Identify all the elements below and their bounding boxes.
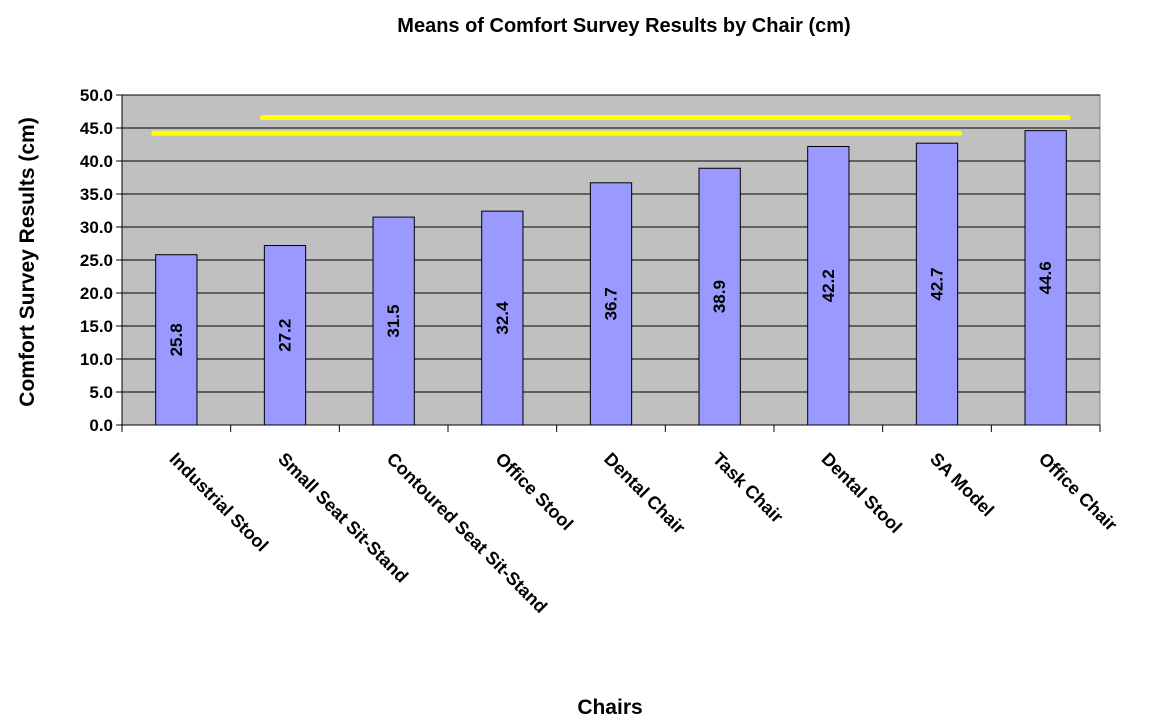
data-label: 38.9 <box>710 280 729 313</box>
x-axis-title: Chairs <box>577 696 642 719</box>
data-label: 31.5 <box>384 305 403 338</box>
data-label: 25.8 <box>167 323 186 356</box>
bar <box>155 254 198 426</box>
bar <box>372 216 415 426</box>
y-tick-label: 5.0 <box>89 383 113 402</box>
bar <box>481 210 524 426</box>
data-label: 42.2 <box>819 269 838 302</box>
bar <box>807 145 850 426</box>
y-tick-label: 10.0 <box>80 350 113 369</box>
x-category-label: Office Chair <box>1035 449 1121 535</box>
y-tick-label: 0.0 <box>89 416 113 435</box>
data-label: 44.6 <box>1036 261 1055 294</box>
y-tick-label: 20.0 <box>80 284 113 303</box>
x-category-label: Dental Stool <box>818 449 906 537</box>
bar <box>1024 130 1067 426</box>
x-category-label: Dental Chair <box>600 449 689 538</box>
chart-title: Means of Comfort Survey Results by Chair… <box>397 15 850 37</box>
x-category-label: Office Stool <box>492 449 578 535</box>
y-tick-label: 30.0 <box>80 218 113 237</box>
bar <box>263 244 307 426</box>
y-tick-label: 25.0 <box>80 251 113 270</box>
y-tick-label: 35.0 <box>80 185 113 204</box>
x-category-label: Task Chair <box>709 449 787 527</box>
data-label: 42.7 <box>928 268 947 301</box>
y-tick-label: 15.0 <box>80 317 113 336</box>
y-tick-label: 40.0 <box>80 152 113 171</box>
x-category-label: Industrial Stool <box>166 449 273 556</box>
data-label: 27.2 <box>276 319 295 352</box>
y-tick-label: 50.0 <box>80 86 113 105</box>
y-axis-title: Comfort Survey Results (cm) <box>16 117 39 406</box>
bar <box>589 182 633 426</box>
data-label: 32.4 <box>493 301 512 335</box>
bar <box>915 142 959 426</box>
bar <box>698 167 741 426</box>
plot-area: 0.0 5.0 10.0 15.0 20.0 25.0 30.0 35.0 40.0 45.0 50… <box>80 86 1121 617</box>
data-label: 36.7 <box>602 287 621 320</box>
y-tick-label: 45.0 <box>80 119 113 138</box>
x-category-label: SA Model <box>926 449 998 521</box>
